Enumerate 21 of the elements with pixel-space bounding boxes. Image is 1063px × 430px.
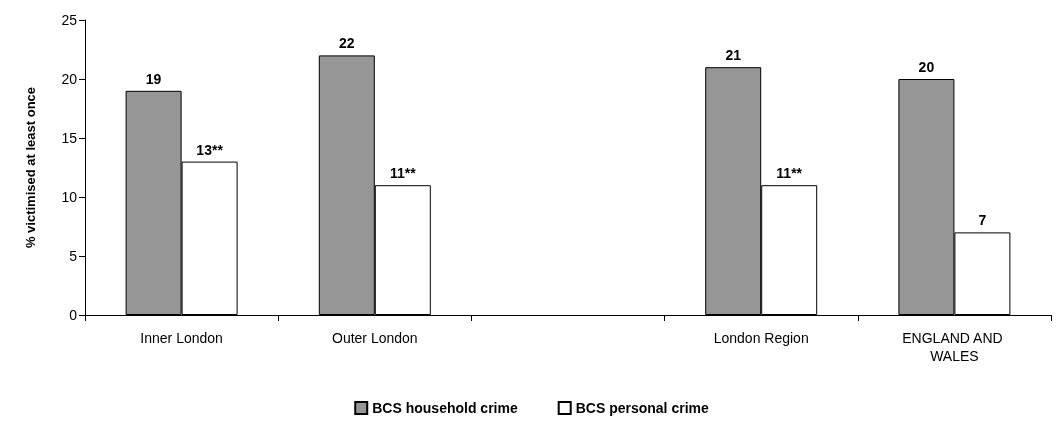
y-tick-label: 15 <box>61 130 78 146</box>
y-tick-label: 10 <box>61 189 78 205</box>
x-tick-label: Inner London <box>140 330 223 346</box>
y-tick-label: 5 <box>69 248 78 264</box>
y-tick-label: 25 <box>61 12 78 28</box>
y-tick-label: 20 <box>61 71 78 87</box>
legend-label: BCS personal crime <box>575 400 709 416</box>
data-label: 11** <box>389 165 417 182</box>
data-label: 22 <box>339 35 355 52</box>
y-tick-label: 0 <box>69 307 78 323</box>
legend-label: BCS household crime <box>372 400 518 416</box>
data-label: 20 <box>918 59 935 75</box>
data-label: 19 <box>145 70 162 87</box>
y-axis-title: % victimised at least once <box>23 86 38 249</box>
data-label: 7 <box>978 212 987 229</box>
data-label: 11** <box>776 165 803 182</box>
x-tick-label: ENGLAND AND WALES <box>902 330 1007 364</box>
x-tick-label: Outer London <box>331 330 418 346</box>
data-label: 13** <box>196 141 224 158</box>
data-label: 21 <box>725 47 742 64</box>
x-tick-label: London Region <box>713 330 809 346</box>
